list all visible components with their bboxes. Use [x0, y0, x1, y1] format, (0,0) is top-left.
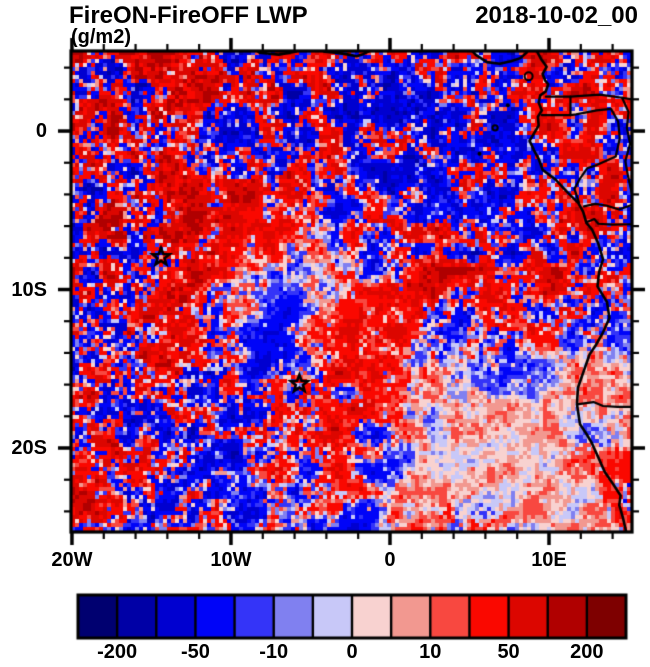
colorbar-tick-label: 0 — [346, 641, 358, 663]
timestamp-label: 2018-10-02_00 — [475, 2, 638, 29]
page-title: FireON-FireOFF LWP — [69, 2, 308, 29]
x-tick-label: 0 — [384, 549, 396, 571]
colorbar-tick-label: 200 — [570, 641, 604, 663]
y-tick-label: 20S — [11, 437, 47, 459]
colorbar-tick-label: 50 — [497, 641, 520, 663]
x-tick-label: 20W — [51, 549, 93, 571]
x-tick-label: 10E — [531, 549, 567, 571]
colorbar-tick-label: -200 — [97, 641, 138, 663]
colorbar-tick-label: -50 — [180, 641, 210, 663]
x-tick-label: 10W — [210, 549, 252, 571]
units-label: (g/m2) — [71, 26, 131, 48]
y-tick-label: 10S — [11, 278, 47, 301]
y-tick-label: 0 — [35, 120, 47, 143]
colorbar-tick-label: 10 — [419, 641, 442, 663]
colorbar-tick-label: -10 — [259, 641, 289, 663]
